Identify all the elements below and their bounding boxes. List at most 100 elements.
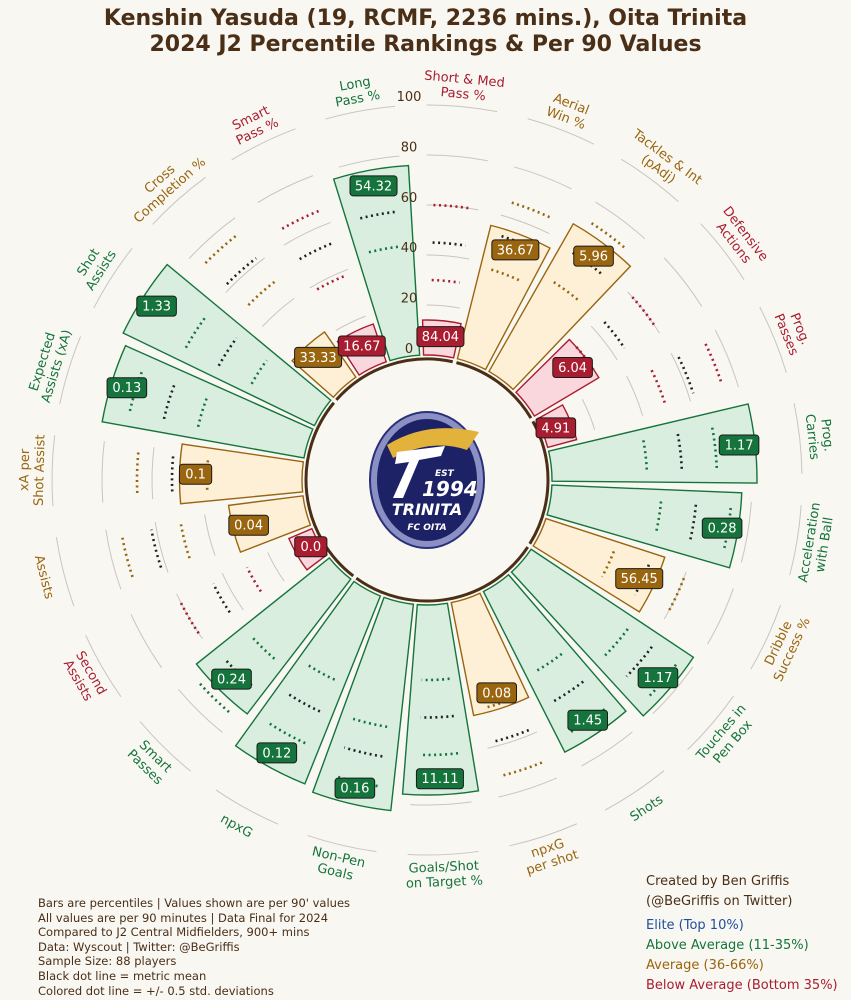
sd-line (316, 274, 346, 291)
sd-line (250, 634, 276, 660)
value-label: 5.96 (579, 250, 608, 265)
bar (546, 484, 743, 569)
mean-line (420, 714, 454, 719)
value-box (567, 709, 608, 731)
chart-title-line-1: Kenshin Yasuda (19, RCMF, 2236 mins.), O… (103, 6, 748, 31)
logo-letter-t (393, 446, 445, 498)
grid-arc (621, 158, 679, 203)
grid-arc (514, 166, 572, 190)
sd-line (135, 452, 140, 494)
grid-arc (789, 505, 802, 576)
value-labels: 36.67 5.96 6.04 4.91 1.17 0.28 56.45 1.17 1.45 0.… (106, 175, 760, 799)
bar (482, 573, 627, 754)
grid-arc (55, 537, 75, 607)
value-box (416, 326, 465, 348)
value-box (136, 295, 177, 317)
grid-arc (663, 571, 687, 620)
grid-arc (309, 268, 349, 289)
note-line: Compared to J2 Central Midfielders, 900+… (38, 925, 310, 940)
value-box (615, 568, 664, 590)
grid-arc (176, 593, 203, 640)
mean-line (343, 746, 383, 758)
value-box (415, 768, 464, 790)
mean-line (225, 257, 257, 286)
metric-label: ShotAssists (70, 240, 120, 294)
grid-arc (335, 315, 366, 332)
note-line: All values are per 90 minutes | Data Fin… (38, 910, 329, 925)
value-box (718, 434, 760, 456)
grid-arc (178, 688, 223, 733)
grid-arc (151, 447, 155, 500)
value-label: 11.11 (421, 772, 458, 787)
metric-label: Goals/Shoton Target % (405, 858, 483, 891)
mean-line (603, 321, 626, 349)
mean-line (212, 583, 231, 614)
mean-line (625, 646, 653, 678)
mean-line (162, 382, 177, 420)
group-arc (456, 361, 533, 419)
value-label: 33.33 (299, 351, 336, 366)
value-label: 6.04 (558, 361, 587, 376)
bar (227, 495, 312, 554)
value-label: 1.45 (573, 714, 602, 729)
reference-lines (120, 175, 733, 788)
value-box (256, 742, 298, 764)
grid-arc (509, 823, 578, 847)
metric-label: SecondAssists (59, 649, 109, 705)
grid-arc (101, 441, 105, 503)
grid-arc (793, 403, 803, 474)
grid-arc (257, 175, 314, 203)
legend-below-average: Below Average (Bottom 35%) (646, 978, 838, 993)
metric-label: DribbleSuccess % (758, 609, 814, 684)
bar (401, 602, 480, 796)
metric-label: Touches inPen Box (693, 702, 761, 774)
grid-arc (527, 118, 595, 145)
grid-arc (627, 291, 660, 334)
bar (332, 164, 421, 362)
sd-line (511, 201, 551, 219)
bar (547, 403, 758, 484)
mean-line (676, 433, 684, 470)
sd-line (184, 314, 208, 349)
radial-tick-label: 60 (401, 191, 418, 206)
value-box (535, 417, 577, 439)
value-label: 0.28 (708, 522, 737, 537)
logo-text: TRINITA (392, 500, 463, 519)
value-label: 4.91 (541, 421, 570, 436)
sd-line (179, 524, 191, 559)
grid-arc (105, 529, 122, 590)
sd-line (352, 717, 388, 729)
metric-label: xA perShot Assist (17, 434, 49, 506)
metric-label: Short & MedPass % (422, 69, 505, 106)
sd-line (501, 761, 543, 778)
sd-line (197, 681, 230, 713)
sd-line (654, 501, 663, 535)
grid-arc (325, 105, 396, 120)
logo-text: 1994 (422, 477, 478, 501)
grid-arc (759, 306, 787, 373)
value-label: 56.45 (621, 572, 658, 587)
mean-line (553, 680, 585, 703)
legend-elite: Elite (Top 10%) (646, 918, 744, 933)
value-label: 0.13 (112, 381, 141, 396)
sd-line (269, 722, 306, 745)
grid-arc (740, 501, 752, 563)
sd-line (128, 369, 144, 412)
value-box (294, 536, 328, 558)
credit-line-1: Created by Ben Griffis (646, 874, 790, 889)
grid-arc (204, 514, 216, 556)
note-line: Colored dot line = +/- 0.5 std. deviatio… (38, 983, 274, 998)
logo-text: EST (435, 469, 455, 479)
credit-line-2: (@BeGriffis on Twitter) (646, 894, 793, 909)
bar (456, 224, 551, 371)
value-label: 16.67 (343, 340, 380, 355)
grid-arc (338, 155, 400, 168)
sd-line (590, 222, 627, 250)
note-line: Bars are percentiles | Values shown are … (38, 896, 351, 910)
sd-line (178, 599, 200, 634)
grid-arc (590, 325, 618, 361)
sd-line (642, 440, 649, 471)
grid-arc (581, 399, 596, 431)
grid-arc (221, 572, 244, 611)
